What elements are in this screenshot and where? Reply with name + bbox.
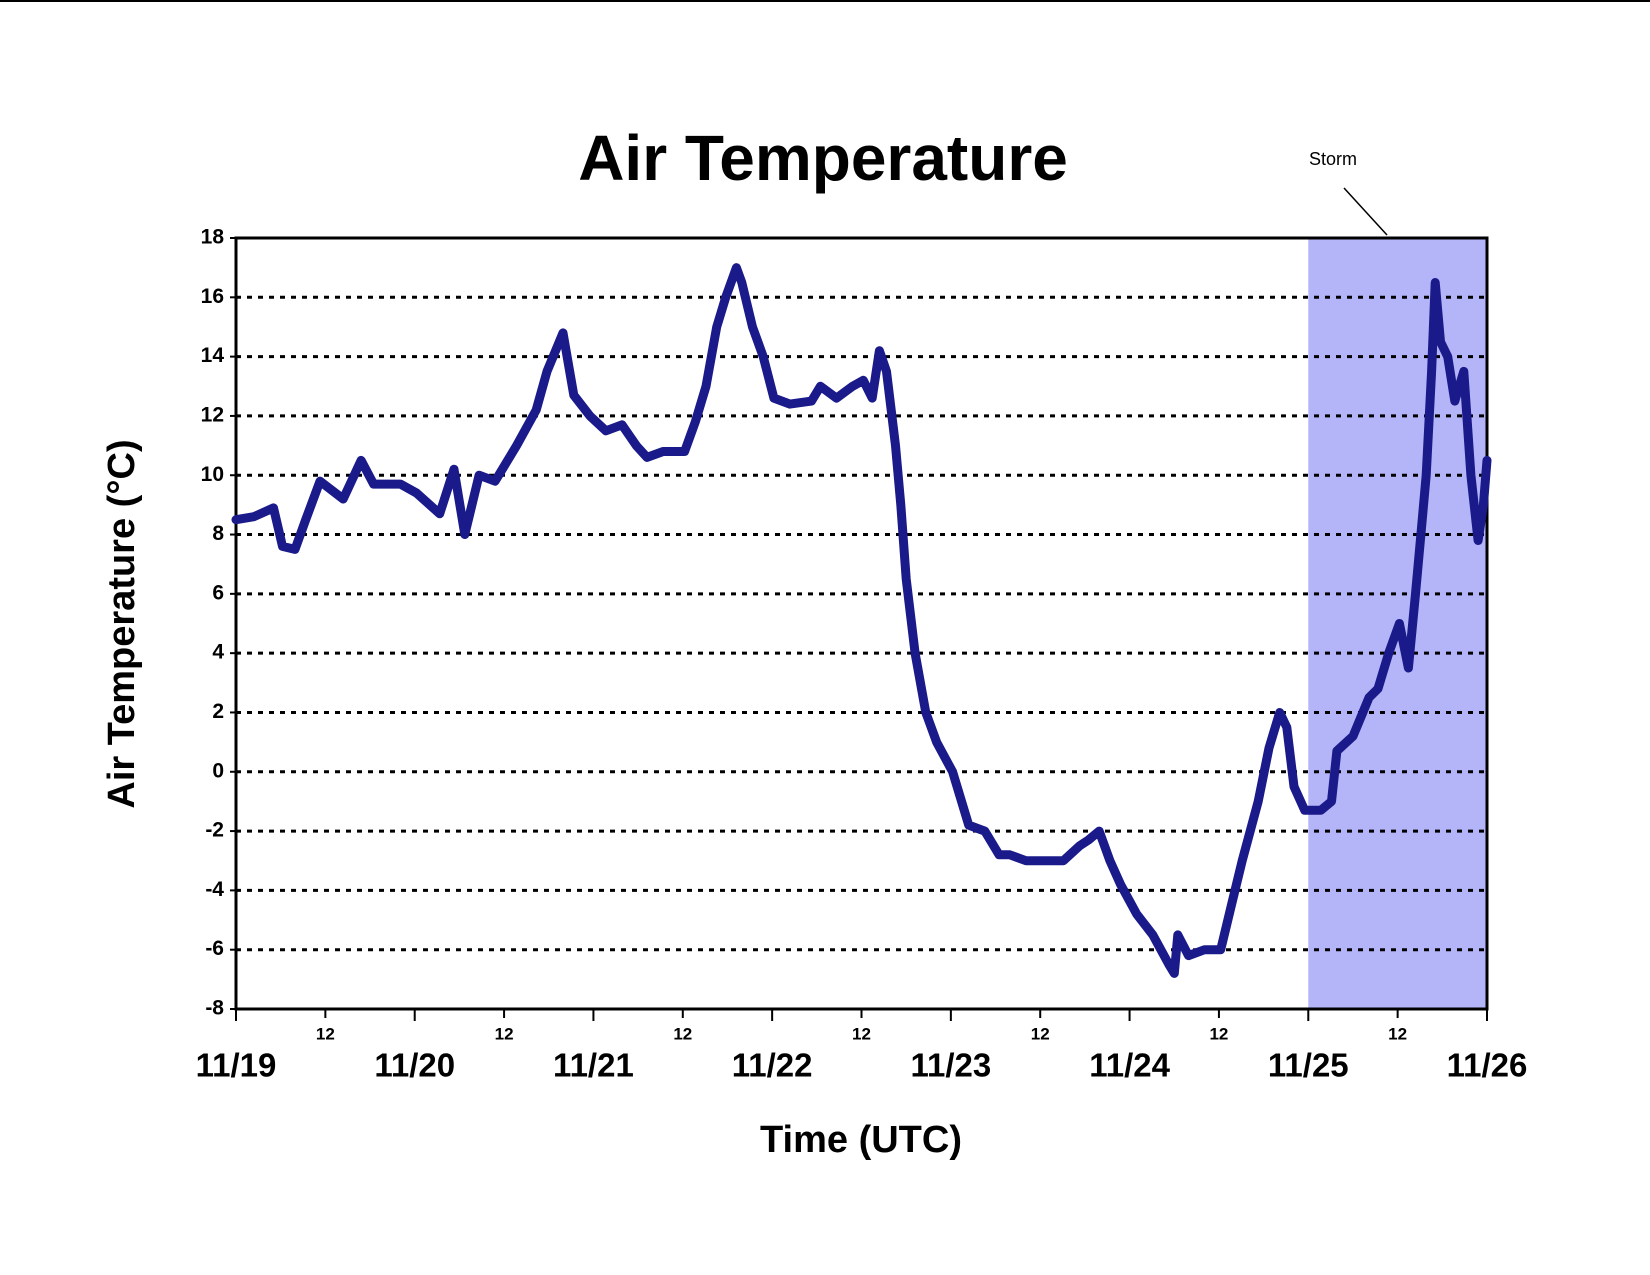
- x-minor-tick-label: 12: [316, 1024, 335, 1043]
- x-minor-tick-label: 12: [852, 1024, 871, 1043]
- plot-frame: [234, 236, 1489, 1011]
- x-tick-label: 11/24: [1089, 1047, 1170, 1084]
- x-tick-label: 11/22: [732, 1047, 813, 1084]
- y-tick-label: 14: [201, 344, 225, 367]
- x-minor-tick-label: 12: [495, 1024, 514, 1043]
- background-layer: [236, 238, 1487, 1009]
- y-tick-label: 10: [201, 463, 224, 486]
- x-tick-label: 11/21: [553, 1047, 634, 1084]
- temperature-line: [231, 263, 1492, 978]
- x-minor-tick-label: 12: [1388, 1024, 1407, 1043]
- y-tick-label: 18: [201, 226, 225, 249]
- y-tick-label: -4: [205, 878, 224, 901]
- y-axis-label: Air Temperature (°C): [101, 439, 143, 808]
- y-tick-label: -2: [205, 819, 224, 842]
- x-minor-tick-label: 12: [1031, 1024, 1050, 1043]
- y-tick-label: -6: [205, 937, 224, 960]
- y-tick-label: 12: [201, 403, 224, 426]
- y-tick-label: -8: [205, 997, 224, 1020]
- y-tick-label: 8: [212, 522, 224, 545]
- x-tick-label: 11/23: [910, 1047, 991, 1084]
- storm-leader: [1343, 187, 1388, 236]
- y-tick-label: 2: [212, 700, 224, 723]
- y-tick-label: 16: [201, 285, 224, 308]
- x-tick-label: 11/19: [196, 1047, 277, 1084]
- x-minor-tick-label: 12: [1209, 1024, 1228, 1043]
- x-tick-label: 11/20: [374, 1047, 455, 1084]
- x-tick-label: 11/26: [1447, 1047, 1528, 1084]
- y-tick-label: 6: [212, 581, 224, 604]
- x-minor-tick-label: 12: [673, 1024, 692, 1043]
- storm-label: Storm: [1309, 149, 1357, 169]
- y-tick-label: 0: [212, 759, 224, 782]
- chart-title: Air Temperature: [578, 122, 1068, 194]
- y-tick-label: 4: [212, 641, 224, 664]
- x-tick-label: 11/25: [1268, 1047, 1349, 1084]
- x-axis-label: Time (UTC): [760, 1119, 962, 1161]
